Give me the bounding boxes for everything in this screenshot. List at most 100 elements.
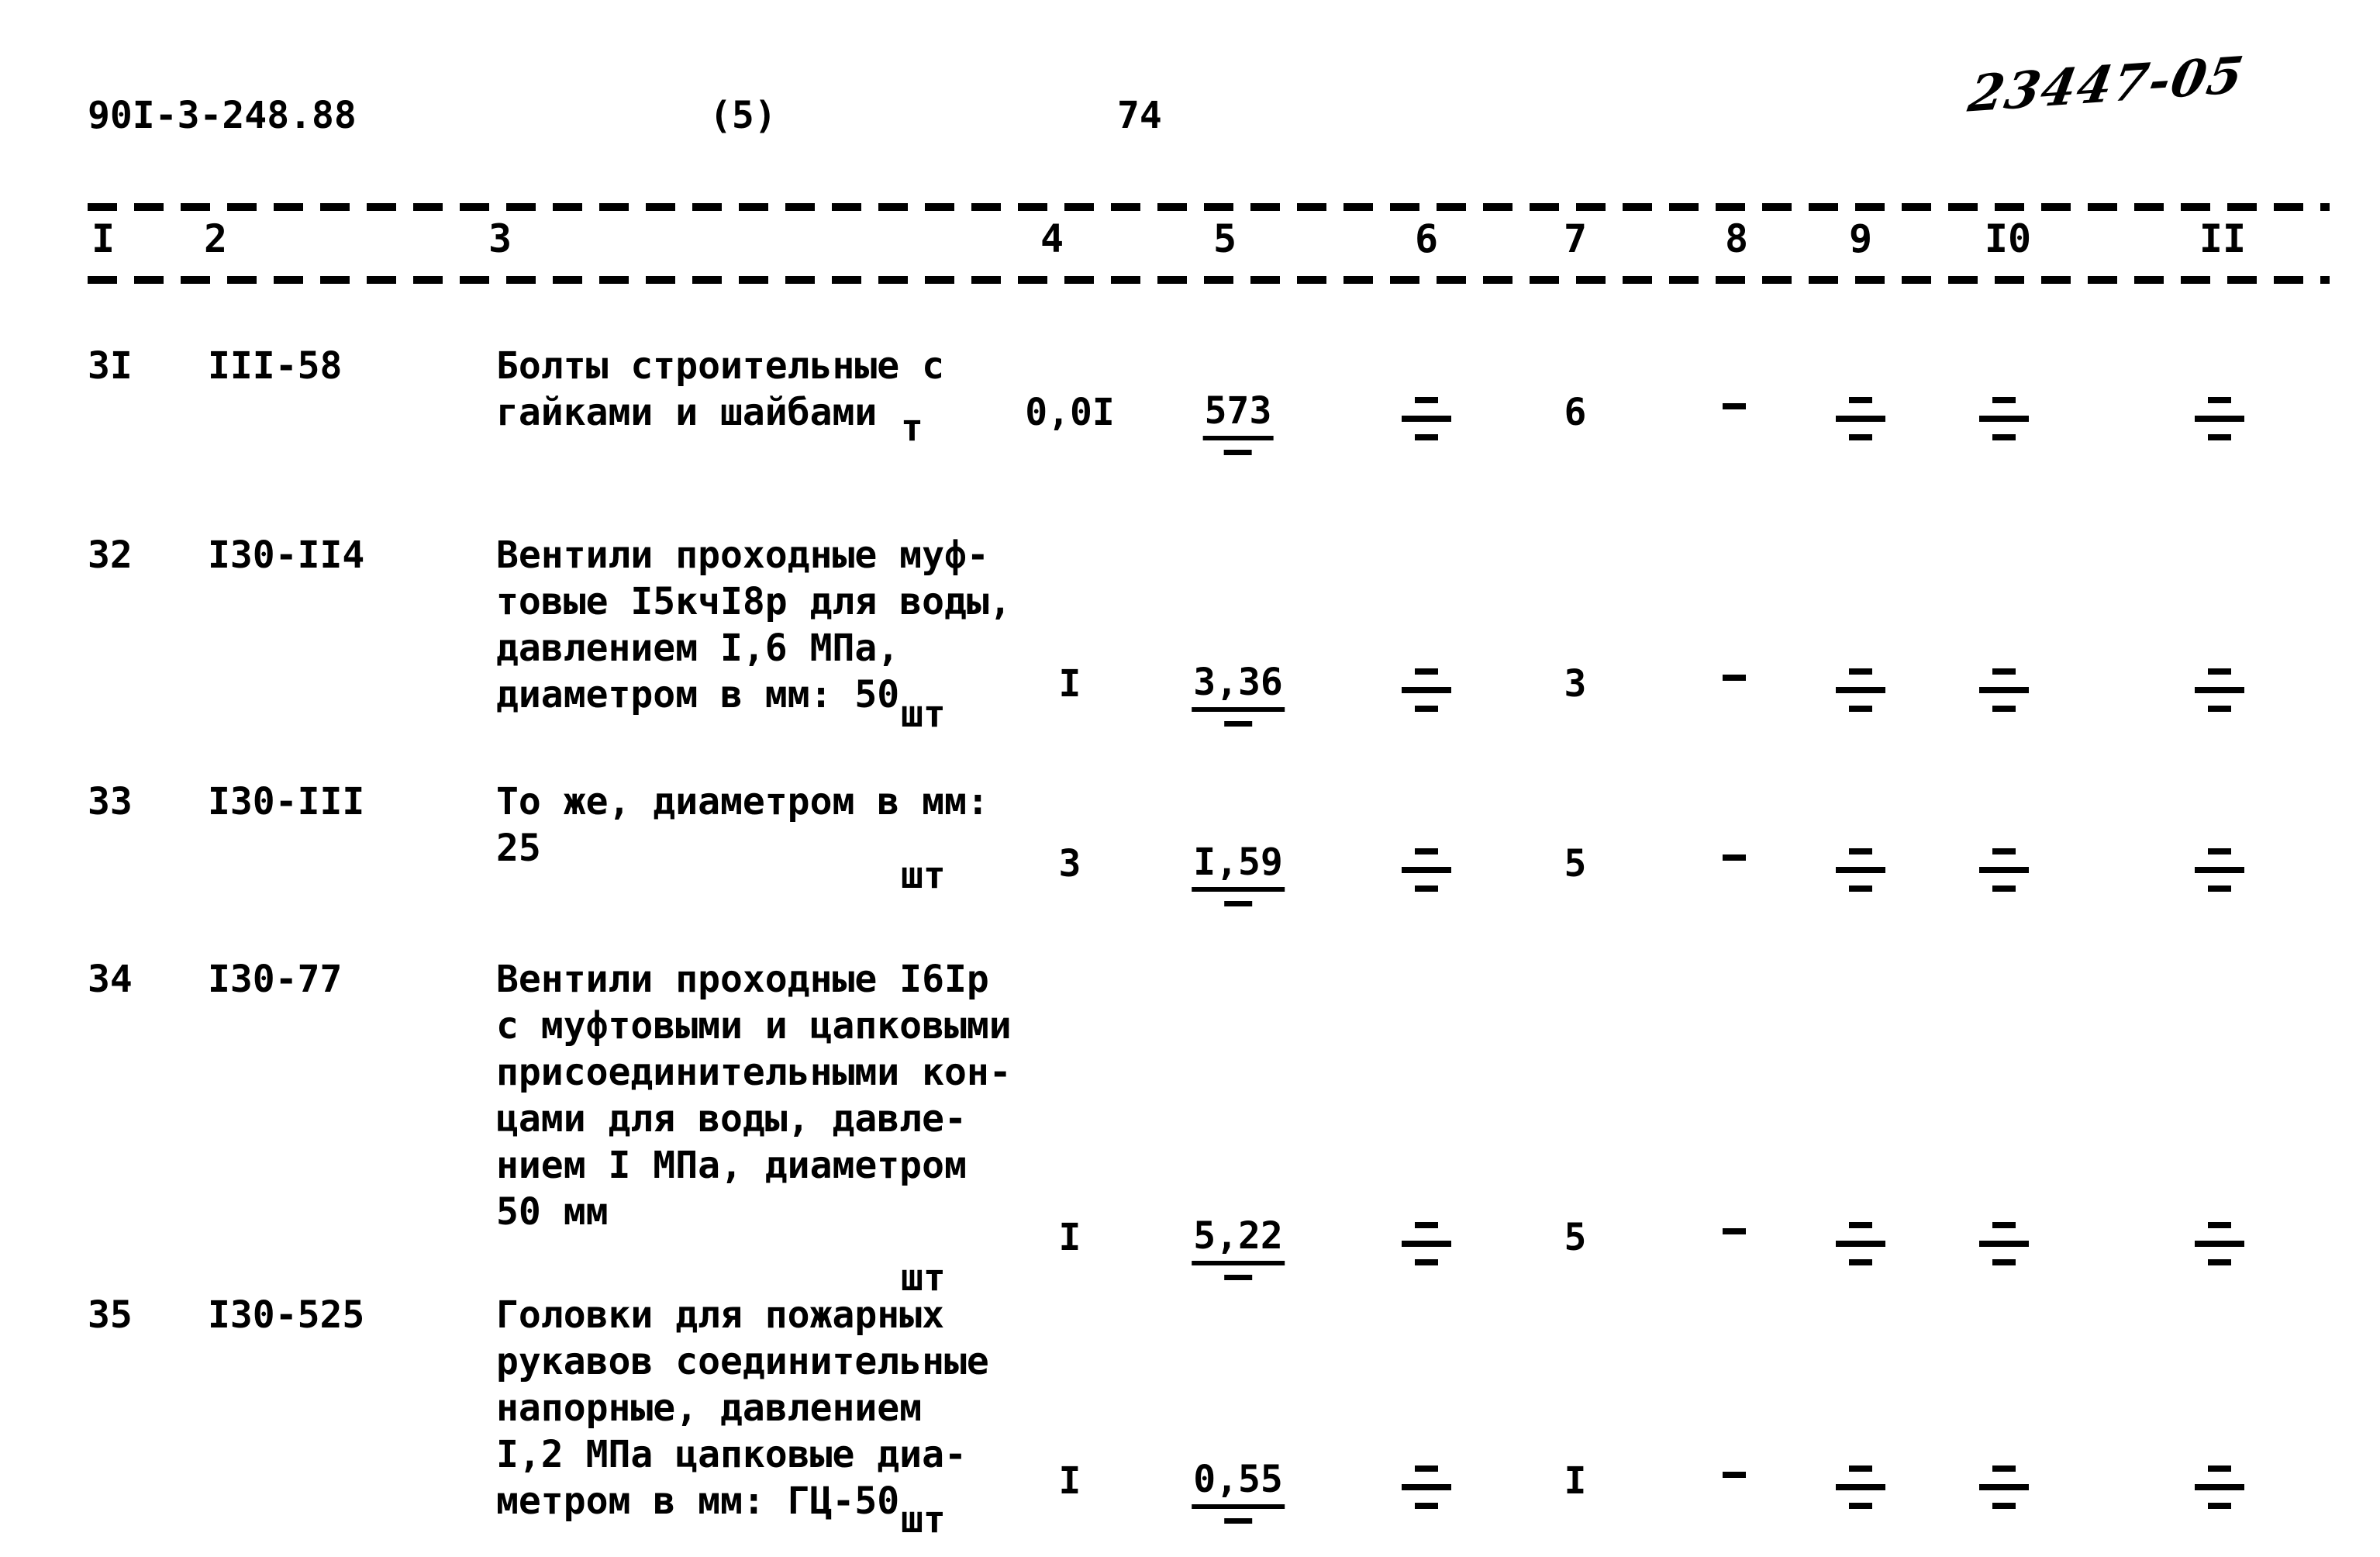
dash-marker [1723,1228,1746,1234]
empty-value-marker [1979,1466,2029,1509]
dashed-rule-bottom [88,276,2330,284]
cell-col8 [1723,391,1746,409]
row-code: I30-III [208,780,365,823]
cell-col6 [1402,662,1451,712]
cell-col5-value: 5,22 [1192,1216,1285,1265]
empty-value-marker [2195,397,2244,440]
empty-value-marker [1836,1466,1885,1509]
row-number: 34 [88,958,133,1001]
dash-denominator [1224,901,1252,906]
row-code: I30-525 [208,1293,365,1337]
cell-col8 [1723,842,1746,861]
cell-col10 [1979,662,2029,712]
cell-col11 [2195,1216,2244,1265]
cell-col8 [1723,1216,1746,1234]
empty-value-marker [1402,1222,1451,1265]
dash-denominator [1224,1275,1252,1280]
row-code: I30-II4 [208,533,365,577]
column-header-4: 4 [1040,216,1064,261]
cell-col4: I [1058,662,1081,706]
row-unit: шт [901,854,946,897]
row-unit: шт [901,1498,946,1541]
column-header-5: 5 [1212,216,1237,261]
empty-value-marker [2195,848,2244,892]
column-header-1: I [91,216,116,261]
page-number: 74 [1117,94,1162,137]
empty-value-marker [1402,1466,1451,1509]
row-code: III-58 [208,344,343,388]
row-number: 3I [88,344,133,388]
value-over-dash: 0,55 [1192,1459,1285,1524]
dash-denominator [1223,450,1252,455]
row-unit: шт [901,1256,946,1300]
cell-col6 [1402,1216,1451,1265]
cell-col11 [2195,1459,2244,1509]
dash-marker [1723,675,1746,681]
column-header-6: 6 [1414,216,1439,261]
cell-col9 [1836,391,1885,440]
cell-col5-value: 0,55 [1192,1459,1285,1509]
cell-col10 [1979,391,2029,440]
row-unit: шт [901,692,946,736]
cell-col9 [1836,1216,1885,1265]
dash-marker [1723,403,1746,409]
cell-col6 [1402,391,1451,440]
cell-col10 [1979,842,2029,892]
empty-value-marker [1402,668,1451,712]
cell-col8 [1723,662,1746,681]
empty-value-marker [1402,397,1451,440]
cell-col9 [1836,1459,1885,1509]
row-number: 35 [88,1293,133,1337]
value-over-dash: I,59 [1192,842,1285,906]
dash-marker [1723,854,1746,861]
cell-col7: 3 [1564,662,1587,706]
row-number: 32 [88,533,133,577]
row-description: Головки для пожарных рукавов соединитель… [496,1293,989,1523]
value-over-dash: 573 [1202,391,1274,455]
dash-denominator [1224,721,1252,727]
cell-col4: I [1058,1459,1081,1503]
cell-col6 [1402,1459,1451,1509]
cell-col4: I [1058,1216,1081,1259]
row-code: I30-77 [208,958,343,1001]
row-number: 33 [88,780,133,823]
row-description: То же, диаметром в мм: 25 [496,780,989,870]
empty-value-marker [1836,1222,1885,1265]
column-header-8: 8 [1724,216,1749,261]
empty-value-marker [1979,1222,2029,1265]
cell-col5: 573 [1202,391,1274,455]
value-over-dash: 3,36 [1192,662,1285,727]
cell-col10 [1979,1459,2029,1509]
row-unit: т [901,406,923,450]
cell-col5: I,59 [1192,842,1285,906]
cell-col7: I [1564,1459,1587,1503]
empty-value-marker [2195,668,2244,712]
cell-col4: 3 [1058,842,1081,886]
cell-col10 [1979,1216,2029,1265]
cell-col5: 3,36 [1192,662,1285,727]
cell-col11 [2195,842,2244,892]
value-over-dash: 5,22 [1192,1216,1285,1280]
sheet-number: (5) [709,94,777,137]
empty-value-marker [1836,668,1885,712]
empty-value-marker [1979,668,2029,712]
column-header-10: I0 [1984,216,2032,261]
dash-marker [1723,1472,1746,1478]
cell-col8 [1723,1459,1746,1478]
column-header-3: 3 [488,216,512,261]
row-description: Вентили проходные I6Iр с муфтовыми и цап… [496,958,1012,1234]
column-header-9: 9 [1848,216,1873,261]
empty-value-marker [1402,848,1451,892]
empty-value-marker [1836,397,1885,440]
cell-col4: 0,0I [1025,391,1115,434]
cell-col9 [1836,842,1885,892]
column-header-7: 7 [1563,216,1588,261]
dashed-rule-top [88,203,2330,211]
empty-value-marker [1979,848,2029,892]
row-description: Вентили проходные муф- товые I5кчI8р для… [496,533,1012,716]
cell-col5: 5,22 [1192,1216,1285,1280]
empty-value-marker [2195,1222,2244,1265]
doc-number: 90I-3-248.88 [88,94,357,137]
cell-col11 [2195,391,2244,440]
